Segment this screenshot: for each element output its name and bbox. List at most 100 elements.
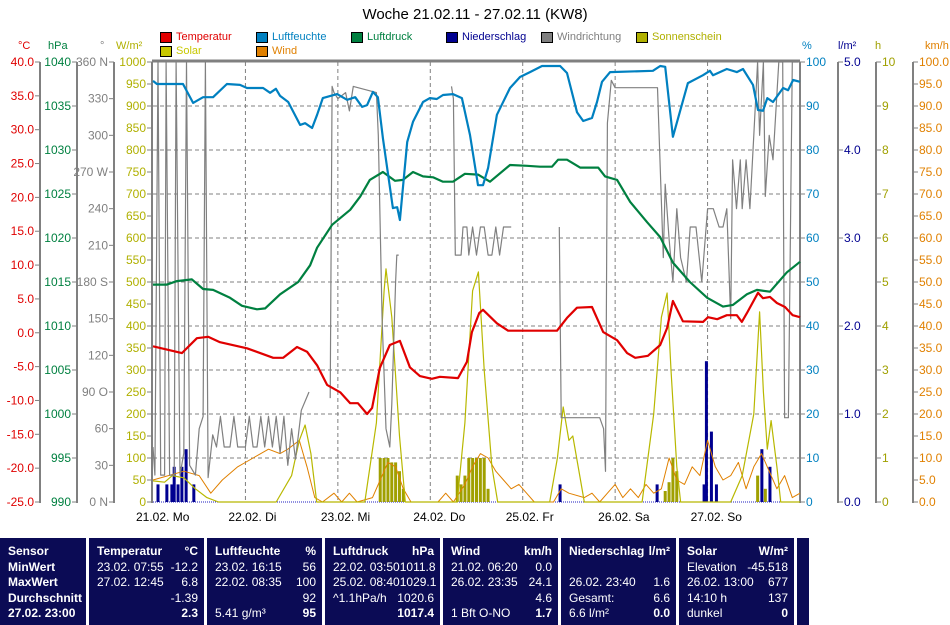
table-header-label: Wind [451, 544, 481, 558]
axis-tick-label-temp: -10.0 [7, 393, 35, 407]
axis-tick-label-rain: 0.0 [844, 495, 861, 509]
axis-tick-label-wind: 35.0 [919, 341, 943, 355]
axis-tick-label-wind: 45.0 [919, 297, 943, 311]
axis-tick-label-wind: 70.0 [919, 187, 943, 201]
legend-item: Temperatur [160, 31, 232, 43]
table-col-solar: Solar W/m² Elevation -45.518 26.02. 13:00 677… [679, 538, 794, 625]
axis-tick-label-wind: 75.0 [919, 165, 943, 179]
table-cell-value: 1020.6 [397, 590, 434, 605]
table-row: 14:10 h 137 [687, 591, 788, 607]
bar-niederschlag [172, 466, 176, 502]
bar-niederschlag [165, 484, 169, 502]
bar-sonnenschein [663, 491, 667, 502]
axis-tick-label-solar: 850 [126, 121, 146, 135]
x-tick-label: 22.02. Di [228, 510, 276, 524]
table-cell-label: 23.02. 07:55 [97, 559, 164, 574]
axis-tick-label-dir: 270 W [73, 165, 108, 179]
axis-tick-label-solar: 950 [126, 77, 146, 91]
legend-swatch [160, 45, 172, 57]
axis-unit-dir: ° [100, 40, 105, 52]
axis-tick-label-solar: 100 [126, 451, 146, 465]
table-cell-label: 5.41 g/m³ [215, 606, 266, 620]
series-sonnenschein [378, 458, 767, 502]
x-tick-label: 27.02. So [691, 510, 743, 524]
axis-tick-label-hum: 70 [806, 187, 820, 201]
line-luftfeuchte [152, 64, 801, 222]
table-row: dunkel 0 [687, 606, 788, 622]
axis-tick-label-sun: 5 [882, 275, 889, 289]
table-row: 27.02. 12:45 6.8 [97, 575, 198, 591]
legend-item: Solar [160, 45, 202, 57]
axis-tick-label-press: 1035 [44, 99, 71, 113]
axis-tick-label-wind: 20.0 [919, 407, 943, 421]
table-row: 6.6 l/m² 0.0 [569, 606, 670, 622]
axis-unit-press: hPa [48, 40, 68, 52]
table-header: Niederschlag l/m² [569, 544, 670, 560]
axis-tick-label-sun: 9 [882, 99, 889, 113]
table-cell-label: 1 Bft O-NO [451, 606, 511, 620]
legend-label: Luftdruck [367, 31, 413, 43]
bar-sonnenschein [471, 458, 475, 502]
legend-item: Luftfeuchte [256, 31, 326, 43]
table-cell-value: 100 [295, 575, 316, 589]
table-header-unit: hPa [411, 544, 434, 558]
table-cell-value: 92 [302, 590, 316, 605]
axis-tick-label-rain: 3.0 [844, 231, 861, 245]
table-header-unit: °C [184, 544, 198, 558]
table-row: 4.6 [451, 591, 552, 607]
grid [153, 62, 800, 502]
axis-tick-label-sun: 8 [882, 143, 889, 157]
table-row-label: Durchschnitt [8, 590, 83, 605]
table-row: 5.41 g/m³ 95 [215, 606, 316, 622]
axis-tick-label-rain: 2.0 [844, 319, 861, 333]
table-row: 92 [215, 591, 316, 607]
axis-tick-label-wind: 55.0 [919, 253, 943, 267]
axis-tick-label-wind: 95.0 [919, 77, 943, 91]
x-tick-label: 26.02. Sa [598, 510, 650, 524]
axis-tick-label-temp: 10.0 [11, 258, 35, 272]
table-row-label: 27.02. 23:00 [8, 606, 76, 620]
axis-tick-label-solar: 800 [126, 143, 146, 157]
bar-sonnenschein [397, 471, 401, 502]
axis-tick-label-temp: 35.0 [11, 89, 35, 103]
table-cell-label: 21.02. 06:20 [451, 559, 518, 574]
axis-tick-label-temp: 0.0 [17, 326, 34, 340]
axis-tick-label-rain: 4.0 [844, 143, 861, 157]
table-cell-label: 22.02. 08:35 [215, 575, 282, 589]
axis-tick-label-wind: 30.0 [919, 363, 943, 377]
legend-label: Niederschlag [462, 31, 527, 43]
table-header-label: Luftfeuchte [215, 544, 281, 558]
table-col-wind: Wind km/h 21.02. 06:20 0.0 26.02. 23:35 24.1 4… [443, 538, 558, 625]
axis-tick-label-temp: 30.0 [11, 123, 35, 137]
table-row: 23.02. 07:55 -12.2 [97, 560, 198, 576]
axis-tick-label-press: 1030 [44, 143, 71, 157]
axis-tick-label-temp: -25.0 [7, 495, 35, 509]
table-cell-label: Elevation [687, 559, 737, 574]
axis-tick-label-solar: 650 [126, 209, 146, 223]
bar-niederschlag [176, 484, 180, 502]
axis-tick-label-hum: 20 [806, 407, 820, 421]
table-cell-label: 22.02. 03:50 [333, 559, 400, 574]
table-col-niederschlag: Niederschlag l/m² 26.02. 23:40 1.6 Gesamt: 6.… [561, 538, 676, 625]
table-cell-value: -1.39 [170, 590, 198, 605]
series-temperatur [152, 291, 801, 416]
axis-tick-label-hum: 40 [806, 319, 820, 333]
table-cell-label: 27.02. 12:45 [97, 575, 164, 589]
axis-tick-label-press: 995 [51, 451, 71, 465]
legend-item: Niederschlag [446, 31, 526, 43]
table-cell-value: 137 [767, 590, 788, 605]
legend-swatch [351, 31, 363, 43]
table-header-label: Temperatur [97, 544, 163, 558]
axis-tick-label-sun: 4 [882, 319, 889, 333]
axis-tick-label-solar: 900 [126, 99, 146, 113]
table-cell-value: 56 [302, 559, 316, 574]
table-col-empty [797, 538, 809, 625]
legend-item: Luftdruck [351, 31, 412, 43]
axis-tick-label-sun: 3 [882, 363, 889, 377]
table-cell-label: dunkel [687, 606, 723, 620]
bar-niederschlag [180, 466, 184, 502]
axis-tick-label-press: 1015 [44, 275, 71, 289]
axis-tick-label-dir: 90 O [82, 385, 108, 399]
line-temperatur [152, 291, 801, 416]
bar-sonnenschein [478, 458, 482, 502]
